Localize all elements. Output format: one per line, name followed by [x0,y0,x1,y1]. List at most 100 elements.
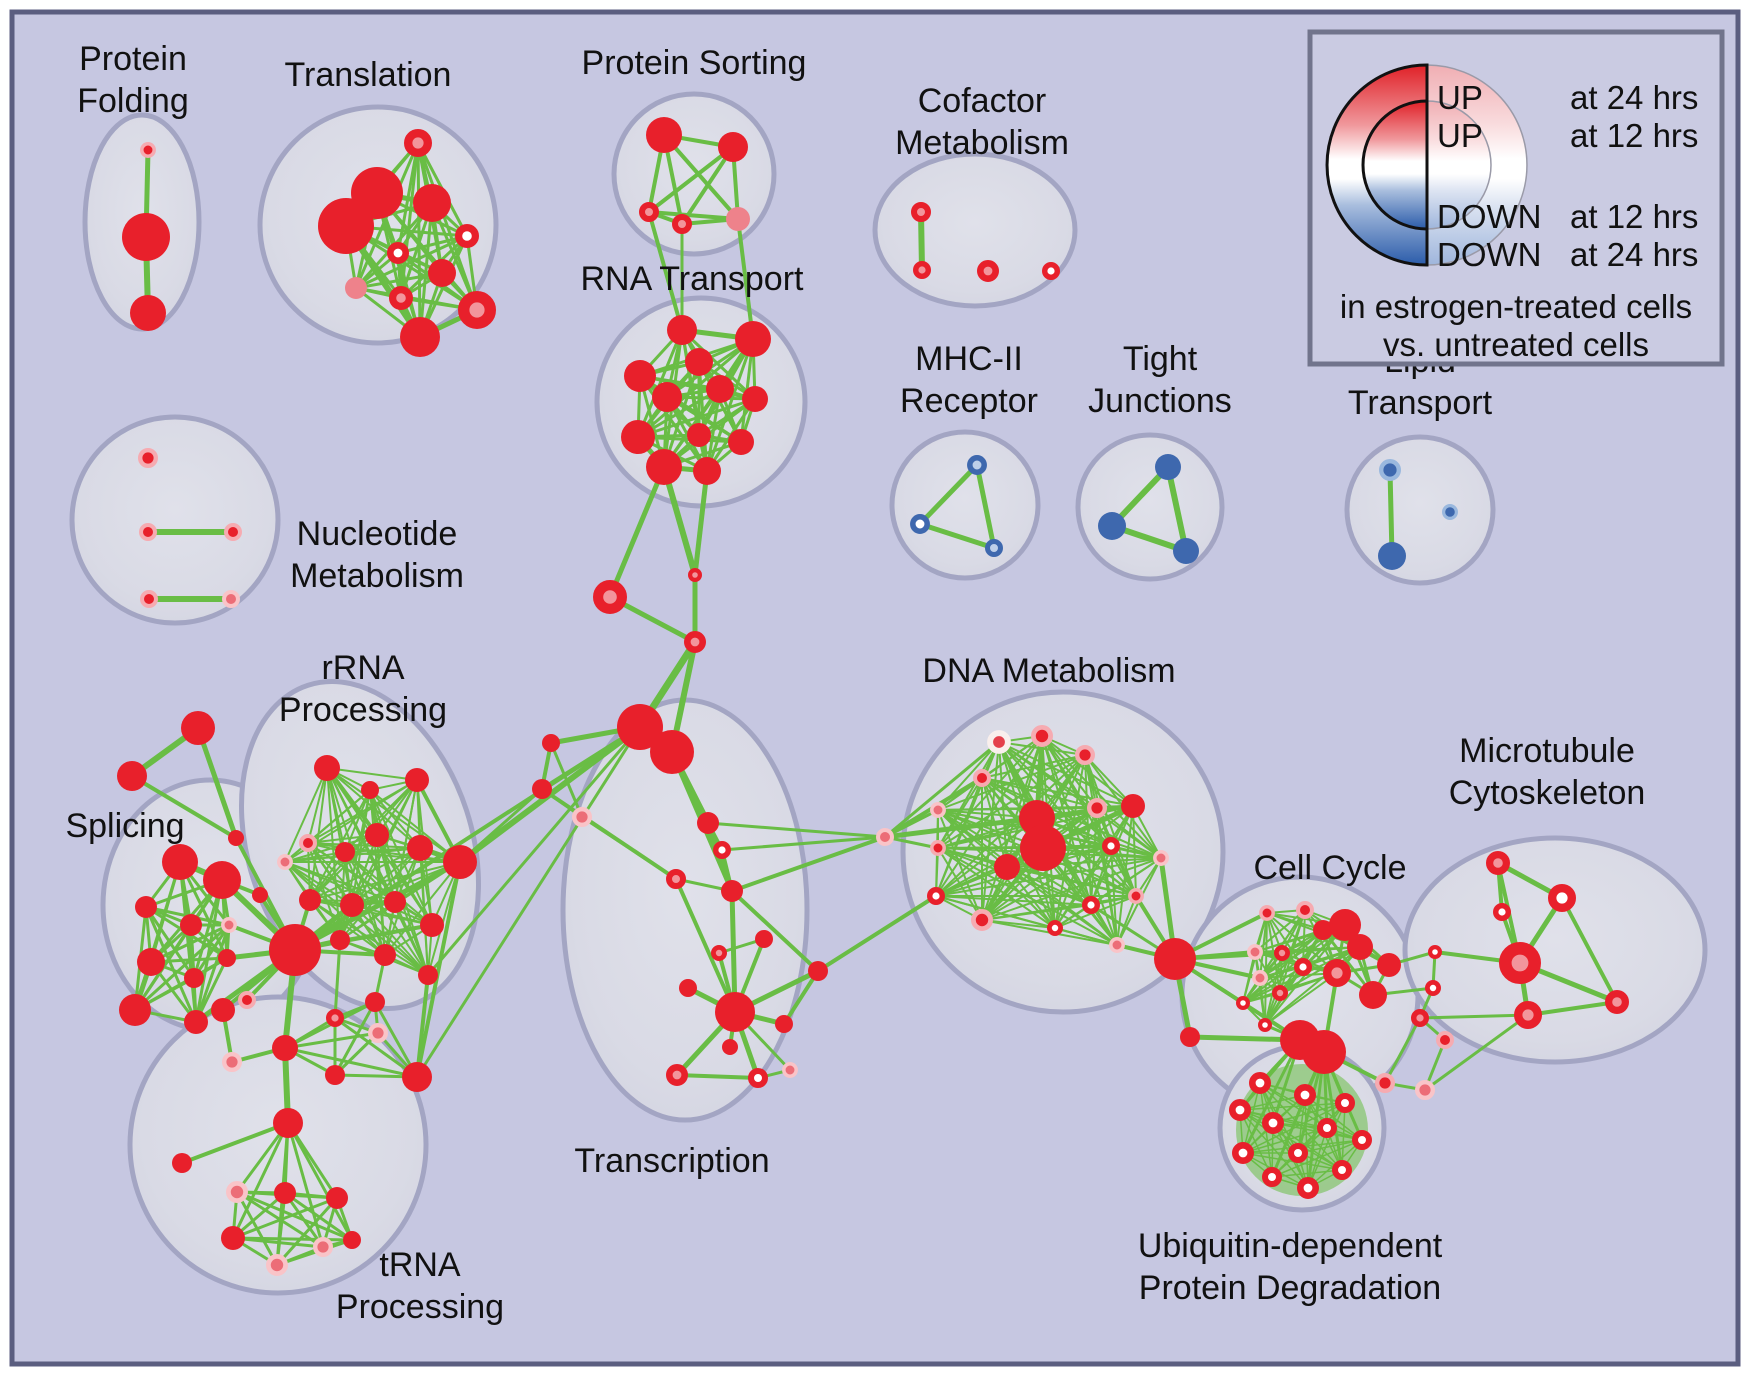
node-cm0 [911,202,931,222]
cluster-label-protein-folding: Protein [79,40,187,78]
edge [736,217,755,341]
node-tr13 [782,1062,798,1078]
edge [662,133,740,221]
edge [1242,966,1304,1004]
edge [937,807,1098,811]
edge [326,767,418,781]
legend-direction-label: UP [1437,79,1483,116]
node-t10 [400,317,440,357]
node-s11 [252,887,268,903]
edge [883,835,940,850]
node-s4 [221,917,237,933]
node-rt11 [693,457,721,485]
edge [1383,1016,1422,1085]
edge [935,895,1092,906]
edge [1418,1013,1530,1020]
cluster-label-ubiquitin: Ubiquitin-dependent [1138,1227,1443,1265]
edge [636,328,684,439]
node-cc1 [1259,905,1275,921]
node-cc4 [1329,909,1361,941]
node-k7 [265,1254,288,1277]
edge [937,777,983,849]
node-r0 [314,755,340,781]
node-pf1 [122,213,170,261]
edge [1270,1050,1326,1179]
legend-note: vs. untreated cells [1383,326,1649,363]
cluster-label-translation: Translation [285,56,452,94]
legend-time-label: at 12 hrs [1570,198,1698,235]
edge [706,821,887,839]
edge [680,145,735,226]
edge [283,1046,419,1079]
edge [415,860,462,1079]
node-d1 [1031,725,1054,748]
cluster-label-cell-cycle: Cell Cycle [1253,849,1406,887]
node-rt2 [624,360,656,392]
edge [1306,1050,1326,1190]
node-h6 [532,779,552,799]
node-rt8 [687,423,711,447]
node-m1 [1547,884,1576,913]
node-d16 [1128,888,1144,904]
node-d13 [927,887,946,906]
node-r10 [340,893,364,917]
node-cc14 [1180,1027,1200,1047]
edge [309,834,378,901]
node-k1 [172,1153,192,1173]
node-tr8 [715,992,755,1032]
node-d2 [1074,745,1095,766]
node-rt1 [735,321,771,357]
node-cc0 [1154,938,1196,980]
edge [675,1073,760,1080]
node-u3 [326,1009,345,1028]
edge [782,969,820,1026]
edge [729,888,738,1015]
edge [309,861,461,901]
node-t7 [345,277,367,299]
node-d4 [930,802,946,818]
edge [1259,929,1324,979]
node-tr7 [679,979,697,997]
legend: UP at 24 hrs UP at 12 hrs DOWN at 12 hrs DOWN a… [1307,29,1725,367]
node-tr6 [808,961,828,981]
cluster-label-rna-transport: RNA Transport [581,260,805,298]
edge [647,145,735,214]
node-tr1 [713,841,732,860]
edge [333,1000,377,1077]
node-cc12 [1235,995,1250,1010]
edge [937,809,1118,946]
edge [333,1016,419,1079]
node-ft0 [181,711,215,745]
edge [1241,1038,1302,1155]
node-ub8 [1352,1130,1372,1150]
node-pf2 [130,295,166,331]
edge [1242,1127,1328,1154]
node-r3 [299,834,317,852]
node-t6 [428,259,456,287]
node-ub9 [1232,1142,1255,1165]
edge [194,878,224,1024]
edge [192,923,231,980]
edge [130,774,238,840]
cluster-label-splicing: Splicing [65,807,184,845]
node-tr11 [665,1064,688,1087]
node-u0 [211,998,235,1022]
node-ps3 [672,214,692,234]
legend-direction-label: UP [1437,117,1483,154]
node-ps4 [726,207,750,231]
node-rt6 [742,386,768,412]
node-s3 [180,914,202,936]
edge [284,861,386,956]
node-tr3 [721,880,743,902]
edge [1387,467,1395,559]
edge [680,328,757,401]
node-d9 [994,854,1020,880]
node-rt0 [667,315,697,345]
edge [283,1031,380,1050]
node-lt0 [1378,459,1401,482]
node-tr0 [697,812,719,834]
node-tr5 [711,945,728,962]
node-pf0 [140,142,156,158]
node-t4 [455,224,480,249]
